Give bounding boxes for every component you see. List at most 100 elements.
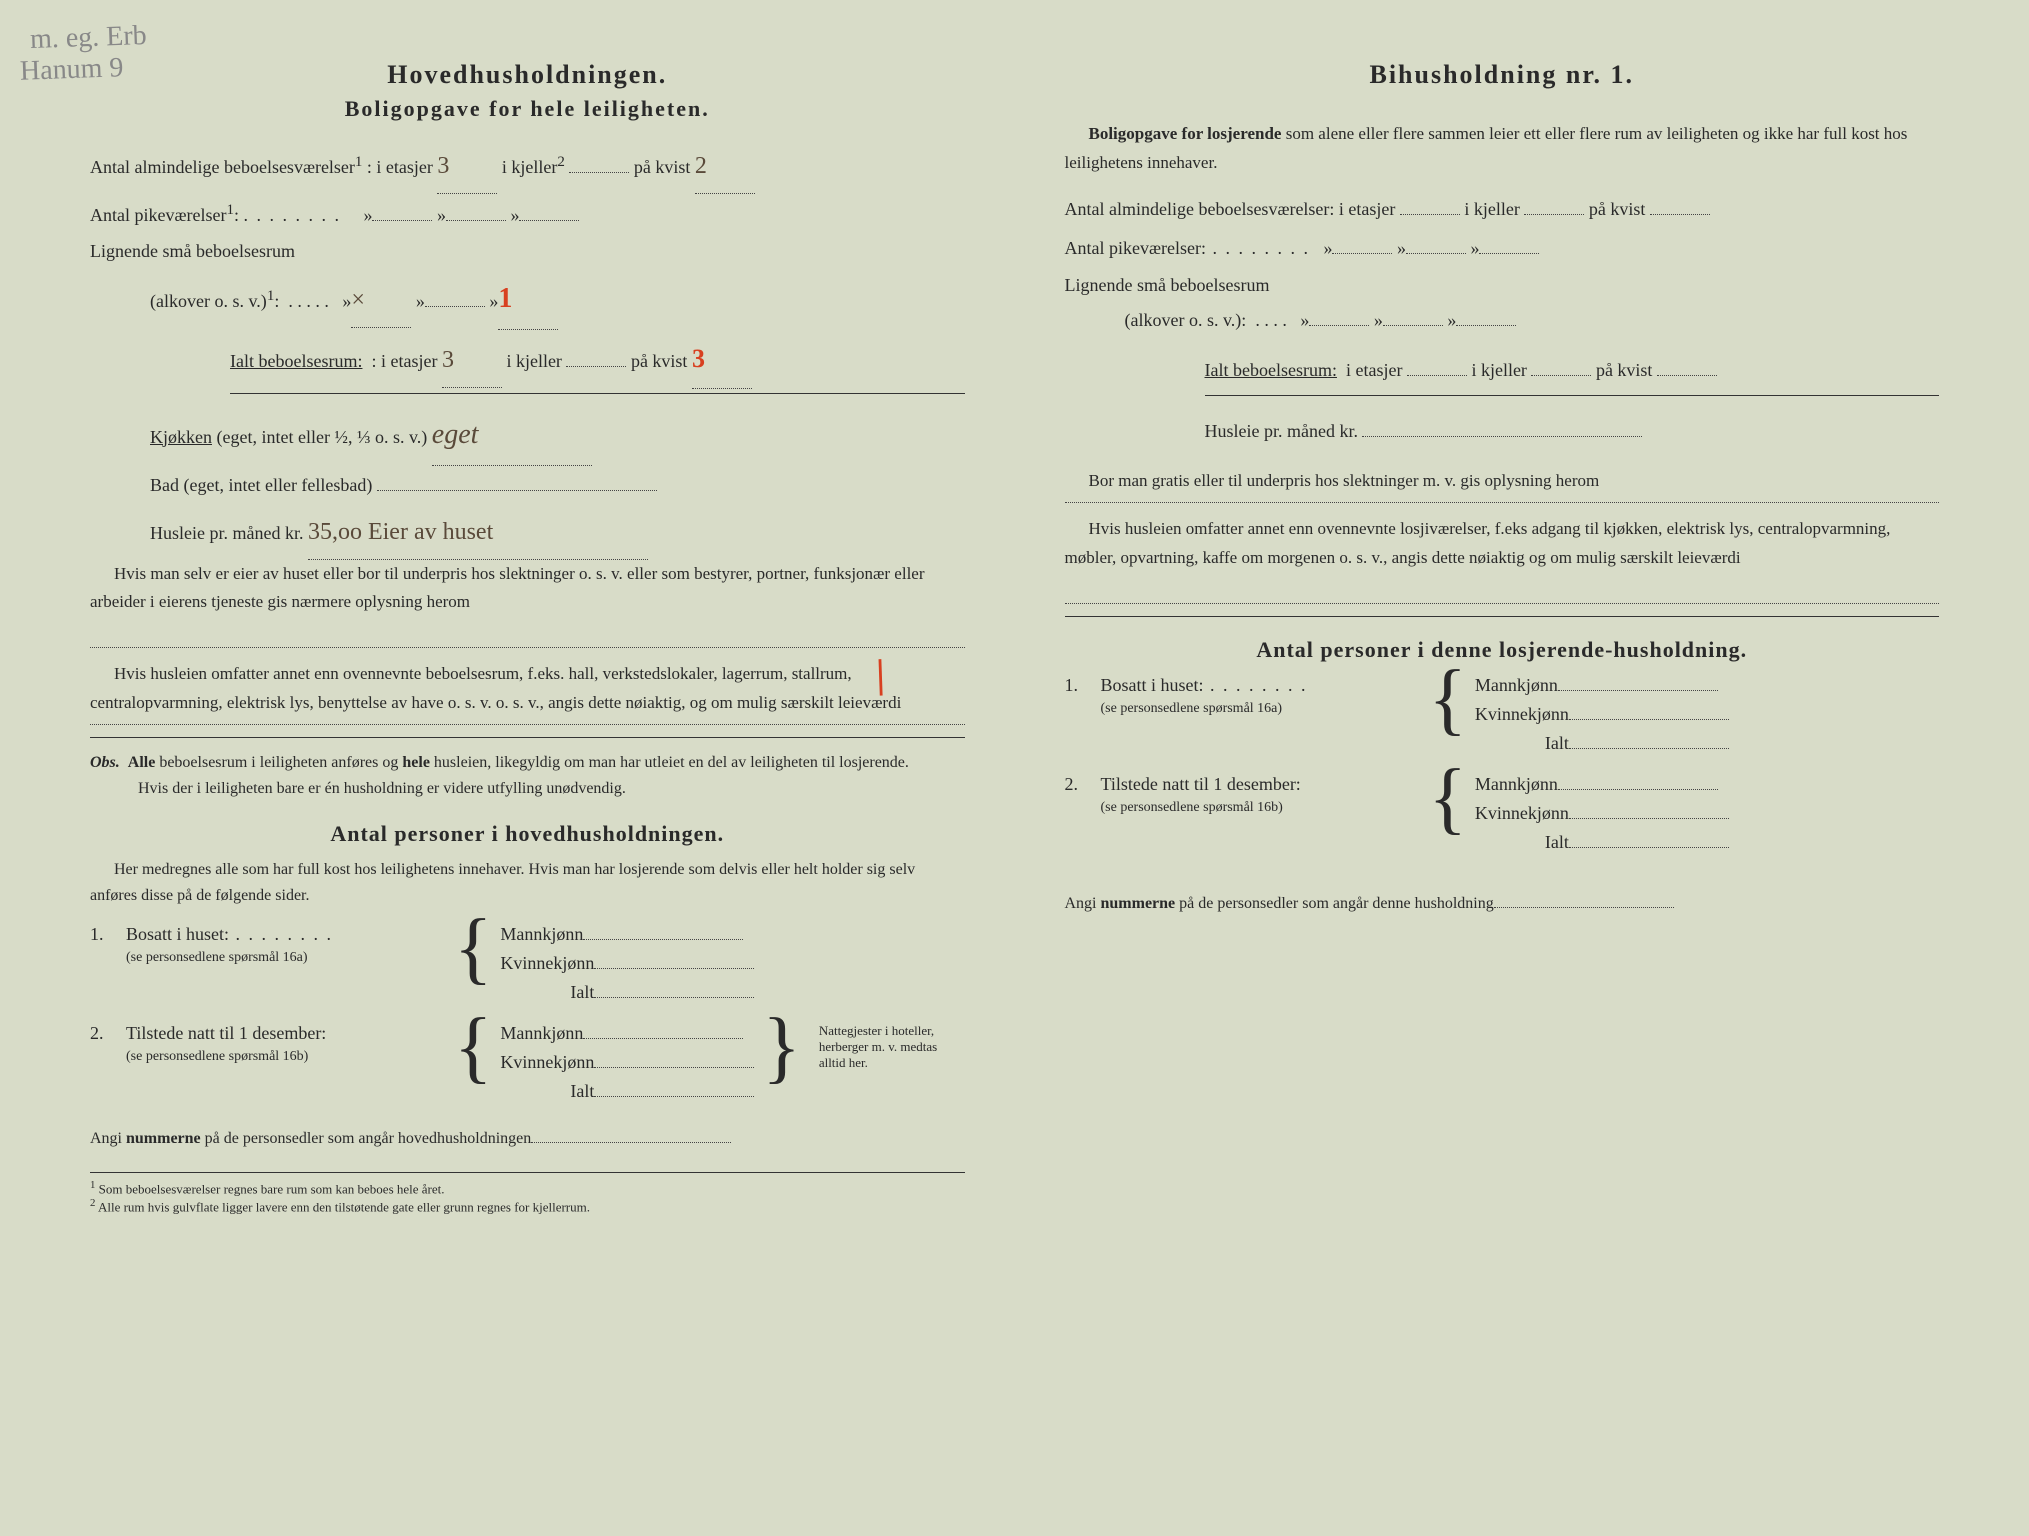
fn1-num: 1 [90, 1179, 95, 1191]
q1-etasjer-label: : i etasjer [367, 157, 433, 177]
r-husleie-label: Husleie pr. måned kr. [1205, 421, 1358, 441]
r-bracket-2: { [1421, 774, 1475, 822]
obs-block: Obs. Alle beboelsesrum i leiligheten anf… [90, 750, 965, 801]
fn1: Som beboelsesværelser regnes bare rum so… [99, 1181, 445, 1196]
r-p1-mann: Mannkjønn [1475, 675, 1558, 695]
q1-kjeller-label: i kjeller [502, 157, 557, 177]
r-p1-num: 1. [1065, 675, 1101, 696]
r-p1-left: Bosatt i huset: (se personsedlene spørsm… [1101, 675, 1421, 717]
obs-text: Alle beboelsesrum i leiligheten anføres … [128, 754, 909, 771]
side-note: Nattegjester i hoteller, herberger m. v.… [819, 1023, 949, 1071]
row-ialt: Ialt beboelsesrum: : i etasjer 3 i kjell… [230, 330, 965, 393]
r-p2-mann: Mannkjønn [1475, 774, 1558, 794]
handwriting-top2: Hanum 9 [19, 52, 123, 88]
handwriting-top1: m. eg. Erb [29, 20, 147, 56]
hw-ialt-kv: 3 [692, 344, 705, 373]
q3-blank1: × [351, 274, 411, 328]
q2-label: Antal pikeværelser [90, 205, 226, 225]
bad-label: Bad (eget, intet eller fellesbad) [150, 475, 372, 495]
q1-etasjer-blank: 3 [437, 140, 497, 194]
r-q1-et [1400, 214, 1460, 215]
r-p2-left: Tilstede natt til 1 desember: (se person… [1101, 774, 1421, 816]
bottom-left: Angi nummerne på de personsedler som ang… [90, 1126, 965, 1152]
right-title: Bihusholdning nr. 1. [1065, 60, 1940, 90]
divider-1 [90, 737, 965, 738]
p2-ialt: Ialt [570, 1081, 594, 1101]
r-husleie: Husleie pr. måned kr. [1205, 412, 1940, 452]
row-q3: Lignende små beboelsesrum [90, 235, 965, 267]
ialt-kv-label: på kvist [631, 351, 688, 371]
r-ialt-label: Ialt beboelsesrum: [1205, 360, 1337, 380]
hw-x: × [351, 287, 365, 313]
q1-kjeller-blank [569, 172, 629, 173]
row-husleie: Husleie pr. måned kr. 35,oo Eier av huse… [150, 506, 965, 560]
person-row-1: 1. Bosatt i huset: (se personsedlene spø… [90, 924, 965, 1011]
row-q2: Antal pikeværelser1: » » » [90, 194, 965, 236]
q2-sup: 1 [226, 202, 234, 218]
note1: Hvis man selv er eier av huset eller bor… [90, 560, 965, 649]
kjokken-label: Kjøkken [150, 427, 212, 447]
section-sub-left: Her medregnes alle som har full kost hos… [90, 857, 965, 908]
right-page: Bihusholdning nr. 1. Boligopgave for los… [1035, 40, 1970, 1496]
bracket-2r: } [754, 1023, 808, 1071]
p2-left: Tilstede natt til 1 desember: (se person… [126, 1023, 446, 1065]
row-kjokken: Kjøkken (eget, intet eller ½, ⅓ o. s. v.… [150, 404, 965, 467]
fn2-num: 2 [90, 1197, 95, 1209]
section-title-right: Antal personer i denne losjerende-hushol… [1065, 637, 1940, 663]
q2-blank3 [519, 220, 579, 221]
r-ialt-et [1407, 375, 1467, 376]
intro-bold: Boligopgave for losjerende [1089, 124, 1282, 143]
hw-husleie: 35,oo Eier av huset [308, 519, 493, 545]
r-p1-label: Bosatt i huset: [1101, 675, 1204, 695]
r-divider [1065, 616, 1940, 617]
obs-text2: Hvis der i leiligheten bare er én hushol… [138, 780, 626, 797]
husleie-blank: 35,oo Eier av huset [308, 506, 648, 560]
r-person-row-2: 2. Tilstede natt til 1 desember: (se per… [1065, 774, 1940, 861]
r-p2-label: Tilstede natt til 1 desember: [1101, 774, 1301, 794]
q1-kvist-blank: 2 [695, 140, 755, 194]
r-q3-b3 [1456, 325, 1516, 326]
q2-blank2 [446, 220, 506, 221]
r-p1-kvinne: Kvinnekjønn [1475, 704, 1569, 724]
q3-blank3: 1 [498, 268, 558, 331]
r-q1-kv-label: på kvist [1589, 199, 1646, 219]
p1-kvinne: Kvinnekjønn [500, 953, 594, 973]
r-q1-kj-label: i kjeller [1464, 199, 1519, 219]
q1-sup: 1 [355, 154, 363, 170]
q3-sub-label: (alkover o. s. v.) [150, 291, 267, 311]
r-p1-right: Mannkjønn Kvinnekjønn Ialt [1475, 675, 1729, 762]
r-ialt-kv [1657, 375, 1717, 376]
r-ialt-kj-label: i kjeller [1471, 360, 1526, 380]
husleie-label: Husleie pr. måned kr. [150, 523, 303, 543]
p1-mann: Mannkjønn [500, 924, 583, 944]
p2-sub: (se personsedlene spørsmål 16b) [126, 1049, 308, 1064]
p1-num: 1. [90, 924, 126, 945]
footnotes: 1 Som beboelsesværelser regnes bare rum … [90, 1172, 965, 1216]
r-q2-b1 [1332, 253, 1392, 254]
r-q2-b2 [1406, 253, 1466, 254]
p2-num: 2. [90, 1023, 126, 1044]
q2-blank1 [372, 220, 432, 221]
left-subtitle: Boligopgave for hele leiligheten. [90, 96, 965, 122]
r-q1-label: Antal almindelige beboelsesværelser: i e… [1065, 199, 1396, 219]
r-q3-b2 [1383, 325, 1443, 326]
bracket-2l: { [446, 1023, 500, 1071]
ialt-et-blank: 3 [442, 334, 502, 388]
r-ialt-kv-label: på kvist [1596, 360, 1653, 380]
r-p2-ialt: Ialt [1545, 832, 1569, 852]
ialt-et-label: : i etasjer [371, 351, 437, 371]
r-gratis-text: Bor man gratis eller til underpris hos s… [1089, 471, 1600, 490]
r-ialt: Ialt beboelsesrum: i etasjer i kjeller p… [1205, 351, 1940, 396]
r-q3-sub: (alkover o. s. v.): . . . . » » » [1125, 301, 1940, 341]
r-q2-label: Antal pikeværelser: [1065, 238, 1206, 258]
hw-red-slash: | [875, 650, 885, 697]
row-q3-sub: (alkover o. s. v.)1: . . . . . »× » »1 [150, 268, 965, 331]
q3-label: Lignende små beboelsesrum [90, 241, 295, 261]
bad-blank [377, 490, 657, 491]
r-q3: Lignende små beboelsesrum [1065, 269, 1940, 301]
q2-dots [243, 205, 341, 225]
r-bracket-1: { [1421, 675, 1475, 723]
q1-label: Antal almindelige beboelsesværelser [90, 157, 355, 177]
hw-ialt-et: 3 [442, 347, 454, 373]
fn2: Alle rum hvis gulvflate ligger lavere en… [98, 1200, 590, 1215]
